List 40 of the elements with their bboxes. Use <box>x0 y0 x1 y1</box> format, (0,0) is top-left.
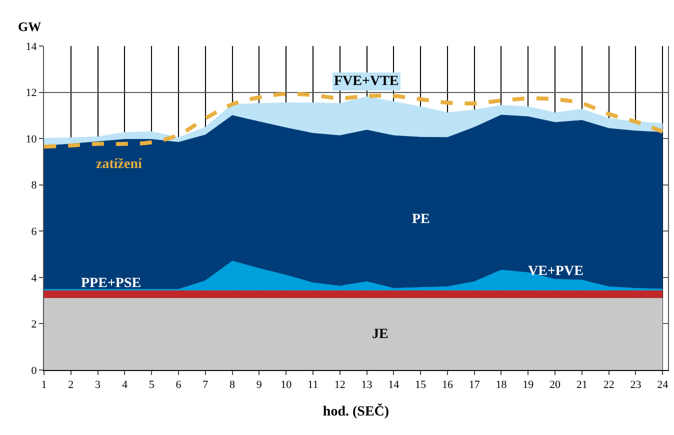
x-tick-label: 18 <box>496 379 508 392</box>
x-tick-label: 19 <box>522 379 534 392</box>
x-tick-label: 9 <box>256 379 262 392</box>
x-tick-label: 6 <box>176 379 182 392</box>
series-label: PE <box>412 212 430 227</box>
x-tick-label: 7 <box>202 379 209 392</box>
y-tick-label: 4 <box>31 272 38 284</box>
x-tick-label: 17 <box>468 379 480 392</box>
x-tick-label: 4 <box>122 379 128 392</box>
series-label: zatížení <box>96 157 143 172</box>
x-tick-label: 22 <box>603 379 614 392</box>
x-tick-label: 2 <box>68 379 74 392</box>
x-tick-label: 8 <box>230 379 236 392</box>
series-label: PPE+PSE <box>81 276 142 291</box>
y-tick-label: 14 <box>26 40 38 53</box>
x-tick-label: 13 <box>361 379 373 392</box>
series-label: FVE+VTE <box>334 74 399 89</box>
y-tick-label: 12 <box>26 87 37 100</box>
x-tick-label: 24 <box>657 379 669 392</box>
y-tick-label: 2 <box>31 318 37 331</box>
y-tick-label: 6 <box>31 226 38 238</box>
x-tick-label: 16 <box>442 379 454 392</box>
x-tick-label: 10 <box>280 379 292 392</box>
y-tick-label: 0 <box>31 364 38 377</box>
x-tick-label: 3 <box>95 379 102 392</box>
series-label: VE+PVE <box>528 264 584 279</box>
y-tick-label: 8 <box>31 180 38 192</box>
x-tick-label: 21 <box>576 379 588 392</box>
x-tick-label: 5 <box>148 379 155 392</box>
x-tick-label: 12 <box>334 379 346 392</box>
x-tick-label: 20 <box>550 379 562 392</box>
x-tick-label: 11 <box>308 379 318 392</box>
x-tick-label: 14 <box>388 379 400 392</box>
x-tick-label: 15 <box>415 379 427 392</box>
x-tick-label: 1 <box>41 379 47 392</box>
series-label: JE <box>372 327 388 342</box>
x-tick-label: 23 <box>630 379 642 392</box>
y-tick-label: 10 <box>26 133 38 146</box>
x-axis-title: hod. (SEČ) <box>322 402 390 420</box>
y-axis-title: GW <box>18 19 42 34</box>
